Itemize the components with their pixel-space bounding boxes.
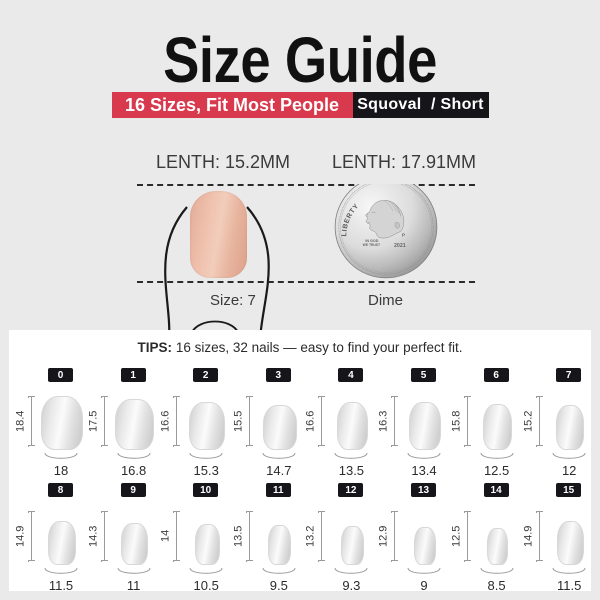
svg-text:P: P	[402, 233, 405, 239]
svg-text:IN GOD: IN GOD	[365, 239, 378, 243]
svg-text:WE TRUST: WE TRUST	[363, 243, 380, 247]
svg-text:2021: 2021	[394, 243, 406, 249]
